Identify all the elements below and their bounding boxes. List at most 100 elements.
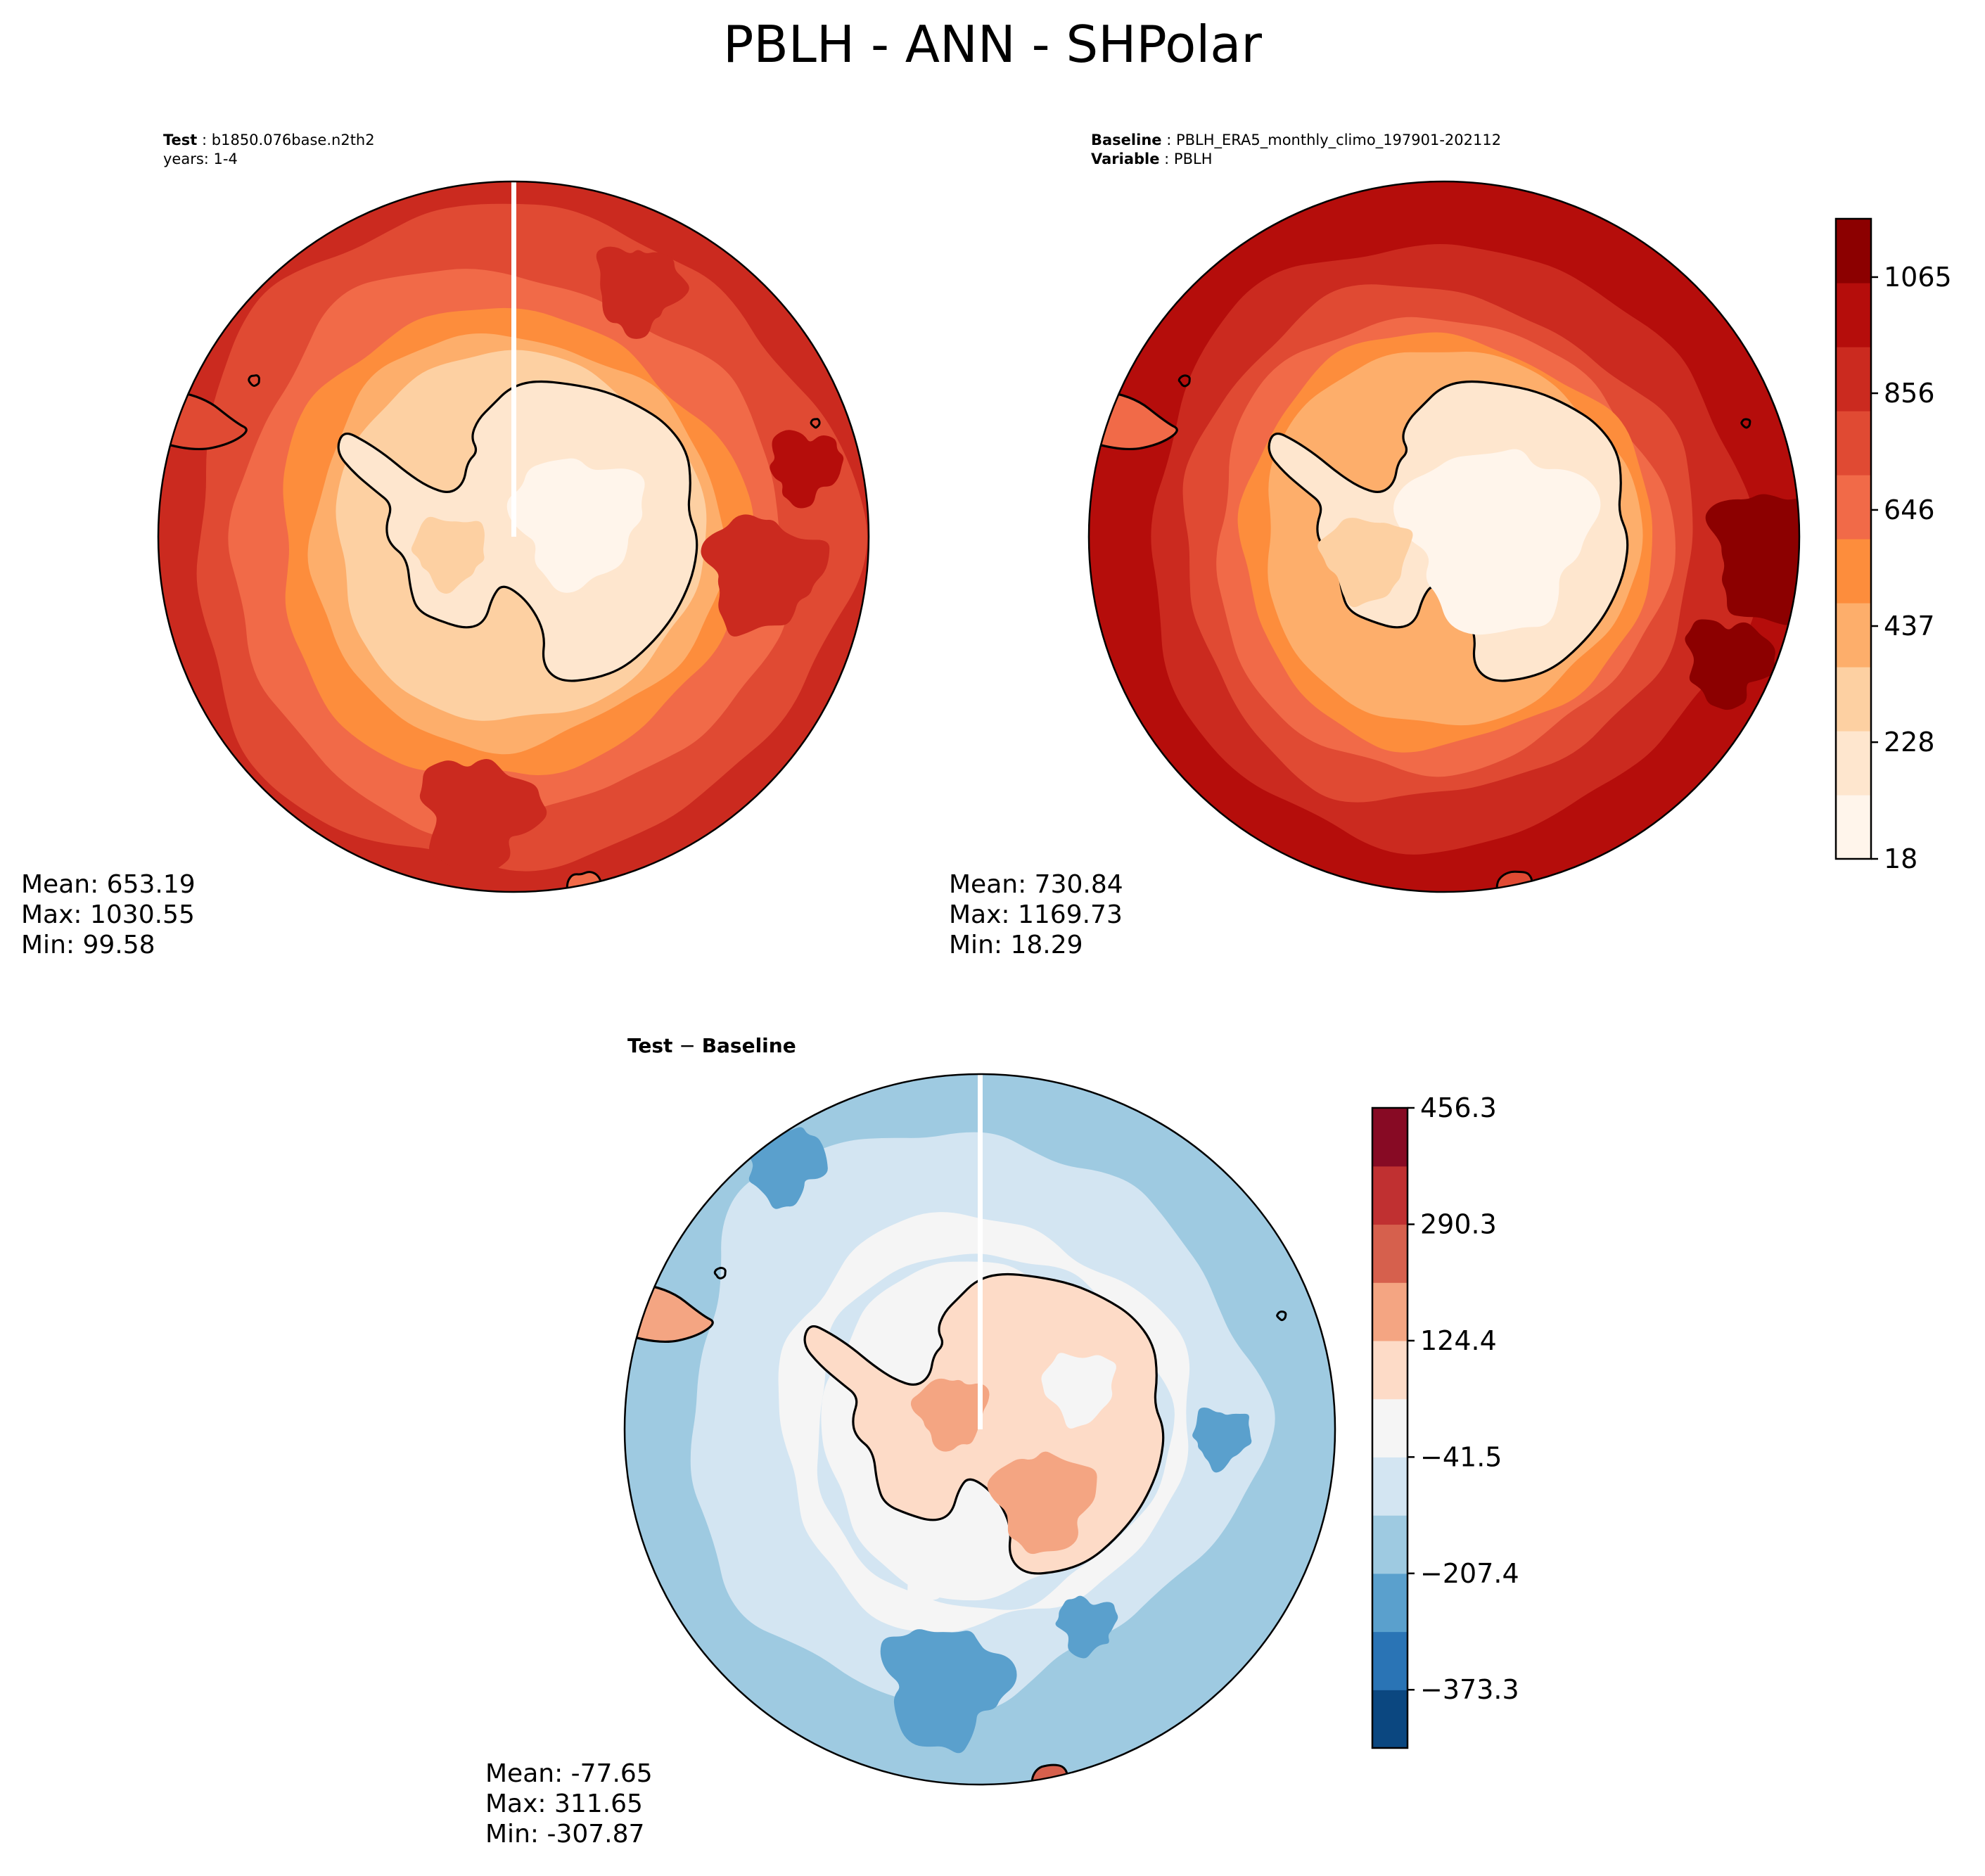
diff-colorbar-tick-label-1: 290.3 — [1420, 1209, 1497, 1240]
baseline-falkland-island — [1177, 374, 1191, 388]
diff-colorbar-frame — [1371, 1106, 1409, 1749]
baseline-colorbar-tick-label-1: 228 — [1884, 727, 1935, 758]
diff-land-patch-2 — [1041, 1353, 1116, 1429]
test-falkland-island — [248, 374, 260, 387]
test-patch-1 — [419, 758, 547, 876]
test-patch-0 — [701, 514, 830, 637]
diff-label-sep: − — [672, 1034, 702, 1057]
diff-patch-2 — [1192, 1408, 1252, 1473]
baseline-dataset-name: PBLH_ERA5_monthly_climo_197901-202112 — [1175, 132, 1502, 148]
baseline-label: Baseline — [1091, 132, 1162, 148]
diff-map — [623, 1073, 1336, 1786]
diff-colorbar-bin-4 — [1372, 1457, 1408, 1516]
diff-patch-3 — [1055, 1595, 1118, 1659]
test-label: Test — [163, 132, 198, 148]
baseline-colorbar-bin-7 — [1836, 347, 1871, 411]
test-patch-2 — [596, 246, 689, 339]
diff-min: Min: -307.87 — [485, 1820, 645, 1849]
baseline-map-border — [1087, 180, 1801, 893]
test-kerguelen-island — [810, 418, 821, 429]
test-land-patch-1 — [411, 516, 485, 594]
baseline-colorbar-bin-2 — [1836, 667, 1871, 732]
diff-colorbar-bin-0 — [1372, 1690, 1408, 1749]
baseline-caption: Baseline : PBLH_ERA5_monthly_climo_19790… — [1091, 132, 1502, 167]
diff-colorbar-tick-label-2: 124.4 — [1420, 1325, 1497, 1356]
baseline-colorbar-bin-5 — [1836, 475, 1871, 540]
baseline-colorbar-frame — [1834, 217, 1872, 860]
baseline-colorbar-tick-label-3: 646 — [1884, 494, 1935, 525]
baseline-patch-0 — [1705, 494, 1799, 625]
test-mean: Mean: 653.19 — [21, 870, 196, 899]
diff-caption: Test − Baseline — [627, 1034, 796, 1058]
variable-label: Variable — [1091, 151, 1160, 167]
diff-mean: Mean: -77.65 — [485, 1759, 653, 1788]
diff-falkland-island — [713, 1267, 727, 1280]
diff-colorbar-tick-label-5: −373.3 — [1420, 1674, 1519, 1705]
diff-colorbar-tick-label-0: 456.3 — [1420, 1092, 1497, 1123]
test-case-name: b1850.076base.n2th2 — [211, 132, 375, 148]
variable-name: PBLH — [1173, 151, 1213, 167]
test-max: Max: 1030.55 — [21, 900, 195, 929]
test-field — [158, 181, 869, 892]
baseline-land-patch-1 — [1317, 518, 1413, 608]
baseline-land-patch-0 — [1393, 449, 1601, 635]
diff-colorbar-bin-7 — [1372, 1282, 1408, 1341]
diff-patch-0 — [880, 1629, 1017, 1754]
test-antarctica-coastline — [337, 380, 698, 682]
test-caption: Test : b1850.076base.n2th2 years: 1-4 — [163, 132, 375, 167]
test-land-patch-0 — [506, 458, 645, 593]
baseline-stats: Mean: 730.84 Max: 1169.73 Min: 18.29 — [949, 869, 1123, 960]
diff-land-patch-0 — [987, 1451, 1097, 1555]
diff-stats: Mean: -77.65 Max: 311.65 Min: -307.87 — [485, 1759, 653, 1849]
figure-title: PBLH - ANN - SHPolar — [722, 15, 1263, 74]
diff-colorbar-tick-label-4: −207.4 — [1420, 1558, 1519, 1589]
test-dateline-gap — [511, 181, 516, 537]
test-patch-3 — [770, 430, 844, 509]
baseline-colorbar: 18 228 437 646 856 1065 — [1834, 217, 1952, 874]
diff-label-baseline: Baseline — [701, 1034, 796, 1057]
diff-colorbar-bin-9 — [1372, 1166, 1408, 1225]
diff-map-border — [623, 1073, 1336, 1786]
diff-colorbar-tick-label-3: −41.5 — [1420, 1441, 1502, 1472]
baseline-max: Max: 1169.73 — [949, 900, 1123, 929]
test-map — [157, 180, 870, 893]
baseline-colorbar-bin-0 — [1836, 795, 1871, 860]
test-stats: Mean: 653.19 Max: 1030.55 Min: 99.58 — [21, 869, 196, 960]
test-new-zealand-coastline — [566, 871, 603, 892]
diff-dateline-gap — [978, 1074, 983, 1429]
baseline-colorbar-bin-8 — [1836, 283, 1871, 347]
baseline-colorbar-tick-label-4: 856 — [1884, 378, 1935, 409]
baseline-new-zealand-coastline — [1495, 870, 1533, 892]
baseline-colorbar-tick-label-0: 18 — [1884, 843, 1917, 874]
diff-colorbar-bin-1 — [1372, 1631, 1408, 1690]
baseline-colorbar-tick-label-5: 1065 — [1884, 262, 1952, 293]
baseline-map — [1087, 180, 1801, 893]
baseline-colorbar-bin-3 — [1836, 603, 1871, 668]
diff-new-zealand-coastline — [1030, 1763, 1068, 1785]
baseline-colorbar-bin-6 — [1836, 411, 1871, 476]
diff-colorbar-bin-6 — [1372, 1340, 1408, 1400]
baseline-colorbar-bin-1 — [1836, 731, 1871, 796]
diff-patch-4 — [895, 1542, 962, 1603]
diff-land-patch-1 — [910, 1378, 990, 1452]
test-min: Min: 99.58 — [21, 931, 155, 959]
baseline-patch-1 — [1685, 619, 1776, 710]
baseline-colorbar-bin-9 — [1836, 219, 1871, 283]
diff-colorbar-bin-8 — [1372, 1224, 1408, 1283]
diff-colorbar-bin-5 — [1372, 1398, 1408, 1457]
baseline-colorbar-bin-4 — [1836, 539, 1871, 604]
baseline-colorbar-tick-label-2: 437 — [1884, 611, 1935, 642]
diff-kerguelen-island — [1276, 1310, 1287, 1322]
diff-field — [625, 1074, 1335, 1785]
test-years: years: 1-4 — [163, 151, 238, 167]
baseline-kerguelen-island — [1740, 418, 1751, 429]
test-map-border — [157, 180, 870, 893]
baseline-mean: Mean: 730.84 — [949, 870, 1123, 899]
diff-colorbar-bin-2 — [1372, 1573, 1408, 1633]
diff-max: Max: 311.65 — [485, 1789, 643, 1818]
diff-colorbar: 456.3 290.3 124.4 −41.5 −207.4 −373.3 — [1371, 1092, 1519, 1749]
diff-label-test: Test — [627, 1034, 673, 1057]
baseline-field — [1089, 181, 1799, 892]
